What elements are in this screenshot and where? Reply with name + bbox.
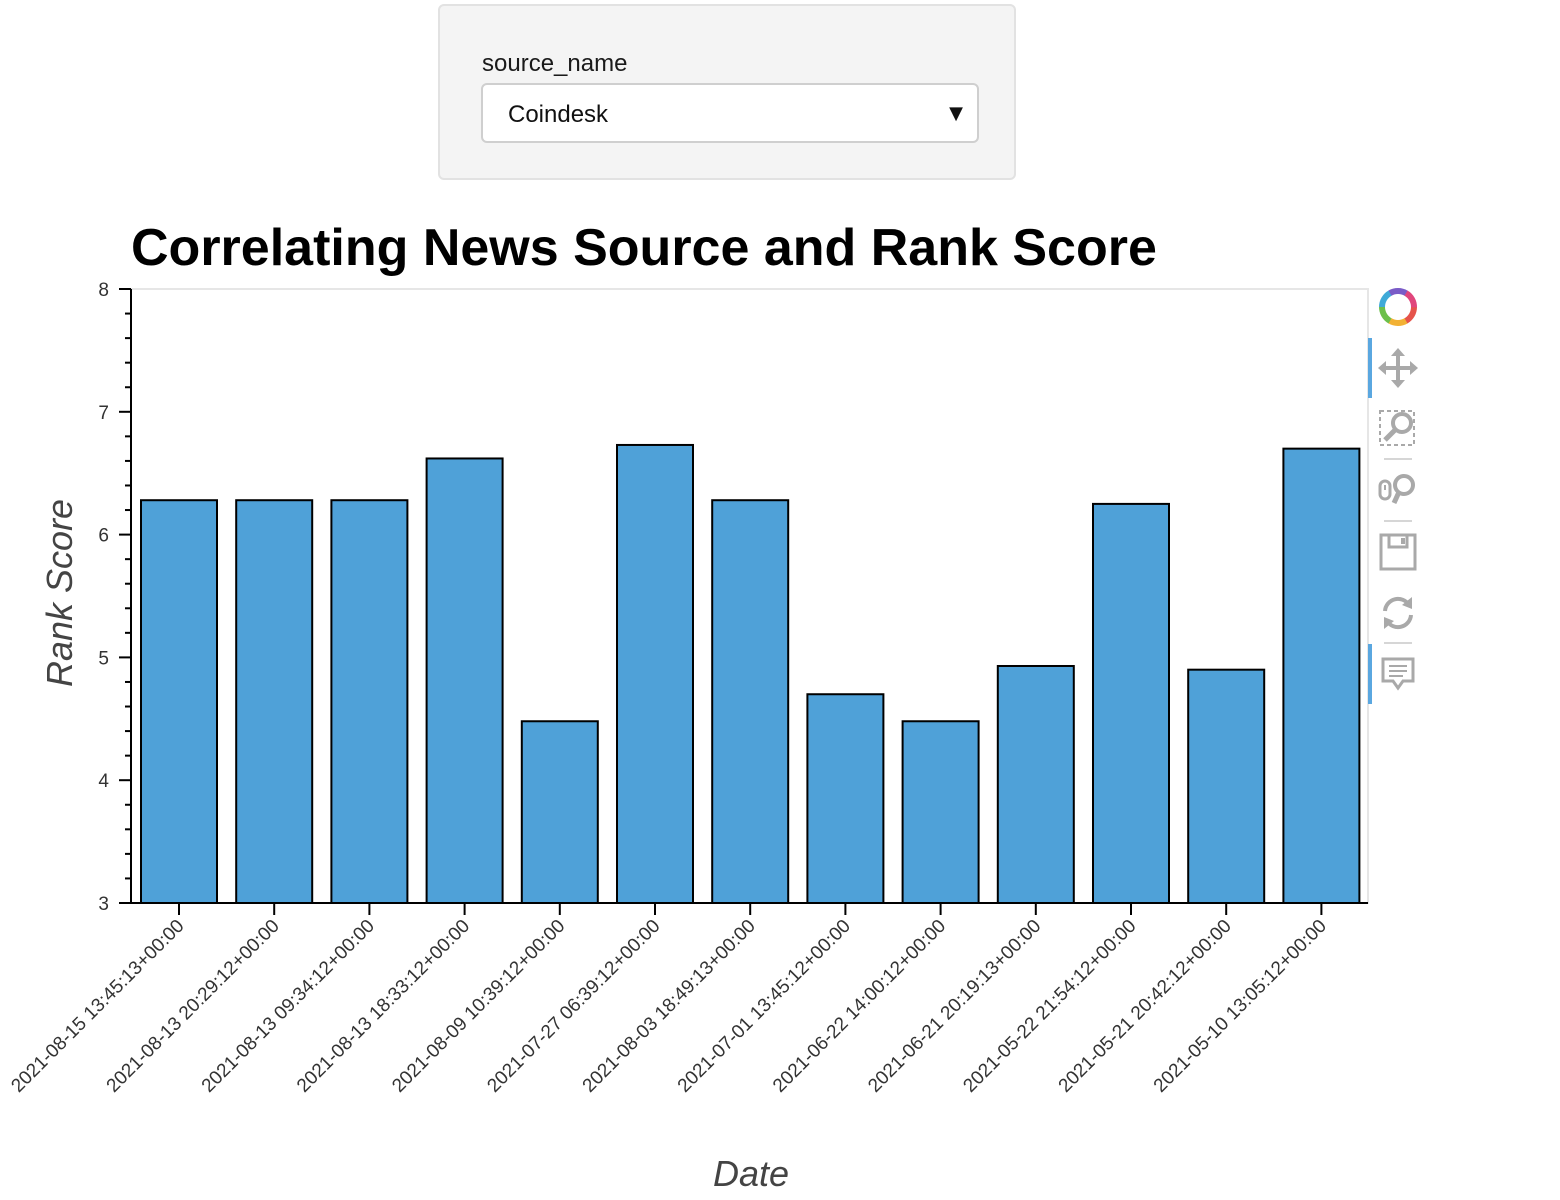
bar[interactable] (140, 499, 218, 904)
source-select-dropdown[interactable]: Coindesk ▼ (481, 83, 979, 143)
bar[interactable] (616, 443, 694, 904)
y-tick-label: 3 (98, 894, 109, 915)
plot-toolbar (1368, 283, 1428, 723)
y-axis-title: Rank Score (39, 499, 80, 687)
pan-tool-icon[interactable] (1376, 346, 1420, 390)
x-tick-label: 2021-08-13 18:33:12+00:00 (293, 916, 474, 1097)
x-axis-title: Date (713, 1153, 789, 1194)
x-tick-label: 2021-07-27 06:39:12+00:00 (483, 916, 664, 1097)
x-tick-label: 2021-08-15 13:45:13+00:00 (7, 916, 188, 1097)
chart-title: Correlating News Source and Rank Score (131, 219, 1157, 277)
source-select-label: source_name (482, 50, 628, 77)
x-tick-label: 2021-07-01 13:45:12+00:00 (674, 916, 855, 1097)
x-tick-label: 2021-06-22 14:00:12+00:00 (769, 916, 950, 1097)
x-tick-label: 2021-08-13 20:29:12+00:00 (103, 916, 284, 1097)
toolbar-divider (1384, 458, 1412, 460)
y-tick-label: 5 (98, 648, 109, 669)
source-select-value: Coindesk (508, 101, 609, 128)
x-tick-label: 2021-08-13 09:34:12+00:00 (198, 916, 379, 1097)
bar[interactable] (520, 720, 599, 904)
bars-layer (140, 443, 1361, 904)
bar[interactable] (996, 664, 1075, 904)
y-axis: 3 4 5 6 7 8 (98, 280, 132, 915)
source-select-widget: source_name Coindesk ▼ (438, 4, 1016, 180)
y-tick-label: 4 (98, 771, 109, 792)
bar[interactable] (806, 693, 885, 904)
y-tick-label: 8 (98, 280, 109, 301)
toolbar-divider (1384, 642, 1412, 644)
bar[interactable] (901, 720, 980, 904)
box-zoom-tool-icon[interactable] (1376, 407, 1420, 451)
reset-tool-icon[interactable] (1376, 591, 1420, 635)
wheel-zoom-tool-icon[interactable] (1376, 469, 1420, 513)
bar[interactable] (1187, 668, 1266, 904)
hover-tool-icon[interactable] (1376, 652, 1420, 696)
x-tick-label: 2021-05-22 21:54:12+00:00 (959, 916, 1140, 1097)
x-tick-label: 2021-08-03 18:49:13+00:00 (579, 916, 760, 1097)
bokeh-logo-icon[interactable] (1376, 285, 1420, 329)
bar[interactable] (235, 499, 314, 904)
bar[interactable] (711, 499, 790, 904)
x-tick-label: 2021-05-10 13:05:12+00:00 (1150, 916, 1331, 1097)
pan-tool-active-indicator (1368, 338, 1372, 398)
x-tick-label: 2021-06-21 20:19:13+00:00 (864, 916, 1045, 1097)
bar[interactable] (330, 499, 409, 904)
y-tick-label: 7 (98, 403, 109, 424)
x-tick-label: 2021-08-09 10:39:12+00:00 (388, 916, 569, 1097)
dropdown-caret-icon: ▼ (949, 103, 963, 124)
x-tick-label: 2021-05-21 20:42:12+00:00 (1055, 916, 1236, 1097)
hover-tool-active-indicator (1368, 644, 1372, 704)
bar[interactable] (425, 457, 504, 904)
y-tick-label: 6 (98, 526, 109, 547)
toolbar-divider (1384, 520, 1412, 522)
bar[interactable] (1092, 502, 1170, 904)
bar[interactable] (1282, 447, 1361, 904)
save-tool-icon[interactable] (1376, 530, 1420, 574)
